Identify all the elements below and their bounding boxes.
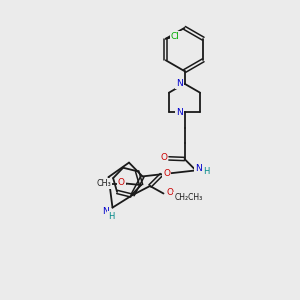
Text: O: O — [163, 169, 170, 178]
Text: O: O — [167, 188, 174, 197]
Text: CH₂CH₃: CH₂CH₃ — [174, 193, 202, 202]
Text: N: N — [176, 79, 183, 88]
Text: CH₃: CH₃ — [97, 179, 111, 188]
Text: N: N — [176, 108, 183, 117]
Text: H: H — [203, 167, 210, 176]
Text: H: H — [108, 212, 114, 221]
Text: N: N — [196, 164, 202, 172]
Text: O: O — [118, 178, 125, 188]
Text: Cl: Cl — [171, 32, 180, 41]
Text: O: O — [160, 153, 167, 162]
Text: N: N — [103, 207, 109, 216]
